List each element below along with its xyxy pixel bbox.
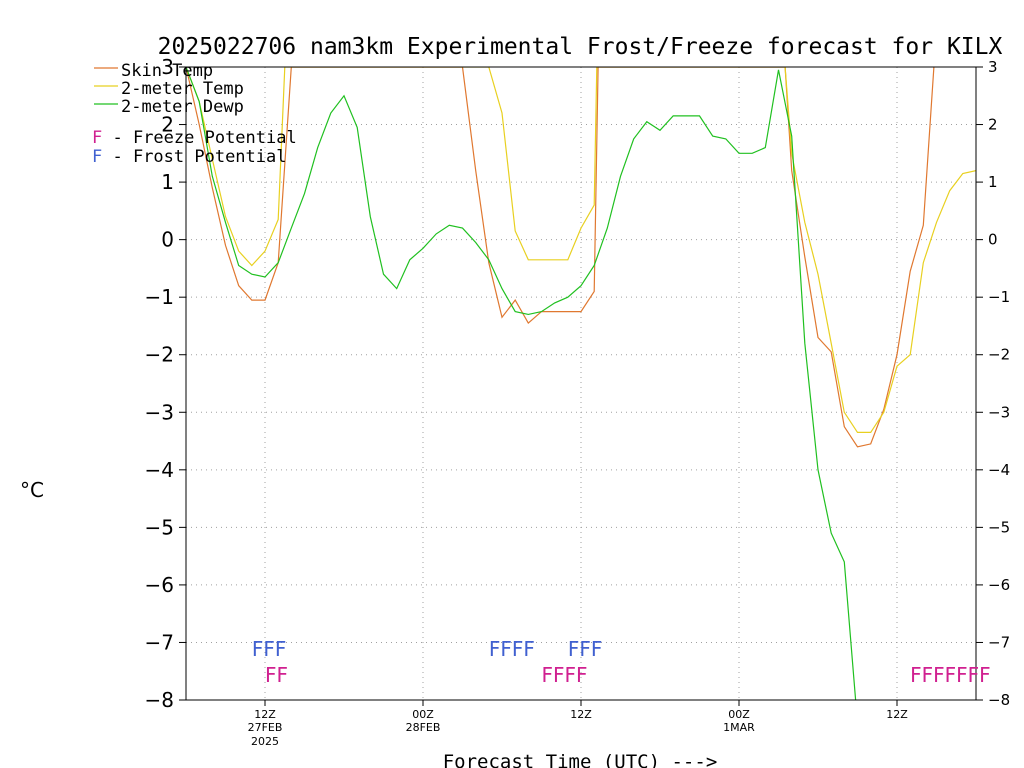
y-tick-label-right: −8 [988, 691, 1010, 709]
y-tick-label-left: 3 [161, 55, 174, 79]
freeze-potential-mark: FFFFFFF [910, 663, 991, 687]
x-tick-label: 12Z [886, 708, 908, 721]
y-tick-label-right: −2 [988, 346, 1010, 364]
y-tick-label-left: 0 [161, 228, 174, 252]
y-tick-label-right: 3 [988, 58, 998, 76]
freeze-potential-mark: FFFF [542, 663, 588, 687]
frost-potential-mark: FFF [568, 637, 603, 661]
legend-potential-entry: F - Frost Potential [92, 147, 286, 167]
two-meter-temp-line [186, 67, 976, 433]
y-tick-label-left: 2 [161, 113, 174, 137]
y-tick-label-left: −4 [145, 458, 174, 482]
skin-temp-line [186, 67, 935, 448]
y-tick-label-right: −7 [988, 633, 1010, 651]
y-tick-label-left: −2 [145, 343, 174, 367]
x-tick-year: 2025 [251, 735, 279, 748]
freeze-potential-mark: FF [265, 663, 288, 687]
x-tick-label: 00Z [412, 708, 434, 721]
y-tick-label-left: −8 [145, 688, 174, 712]
chart-title-group: 2025022706 nam3km Experimental Frost/Fre… [158, 34, 1003, 60]
legend-entry: 2-meter Temp [121, 79, 244, 99]
x-tick-date: 27FEB [248, 721, 283, 734]
axis-ticks: 3 3 2 2 1 1 0 0 −1 −1 −2 −2 −3 −3 −4 −4 −5 −5 −6 −6 −7 −7 −8 −8… [145, 55, 1011, 748]
y-tick-label-right: −3 [988, 403, 1010, 421]
potential-marks: FFF FFFF FFFFF FFFF FFFFFFF [252, 637, 991, 687]
y-tick-label-right: −6 [988, 576, 1010, 594]
y-tick-label-left: −6 [145, 573, 174, 597]
frost-potential-mark: FFF [252, 637, 287, 661]
y-tick-label-right: −1 [988, 288, 1010, 306]
y-tick-label-right: 2 [988, 116, 998, 134]
legend-entry: Skin Temp [121, 61, 213, 81]
chart-title: 2025022706 nam3km Experimental Frost/Fre… [158, 34, 1003, 60]
y-tick-label-right: 1 [988, 173, 998, 191]
x-tick-label: 12Z [254, 708, 276, 721]
legend-potential-entry: F - Freeze Potential [92, 128, 297, 148]
y-tick-label-right: −4 [988, 461, 1010, 479]
y-tick-label-left: −7 [145, 630, 174, 654]
x-tick-label: 12Z [570, 708, 592, 721]
x-tick-date: 1MAR [723, 721, 755, 734]
y-tick-label-right: 0 [988, 231, 998, 249]
frost-potential-mark: FFFF [489, 637, 535, 661]
y-tick-label-left: −3 [145, 400, 174, 424]
x-axis-title: Forecast Time (UTC) ---> [443, 751, 718, 768]
y-tick-label-left: −1 [145, 285, 174, 309]
x-tick-label: 00Z [728, 708, 750, 721]
y-axis-title: °C [20, 478, 44, 502]
plot-frame [185, 66, 977, 701]
two-meter-dewp-line [186, 67, 857, 700]
y-tick-label-left: −5 [145, 515, 174, 539]
y-tick-label-left: 1 [161, 170, 174, 194]
y-tick-label-right: −5 [988, 518, 1010, 536]
grid [186, 67, 976, 700]
series-lines [186, 67, 976, 700]
x-tick-date: 28FEB [406, 721, 441, 734]
legend-entry: 2-meter Dewp [121, 97, 244, 117]
